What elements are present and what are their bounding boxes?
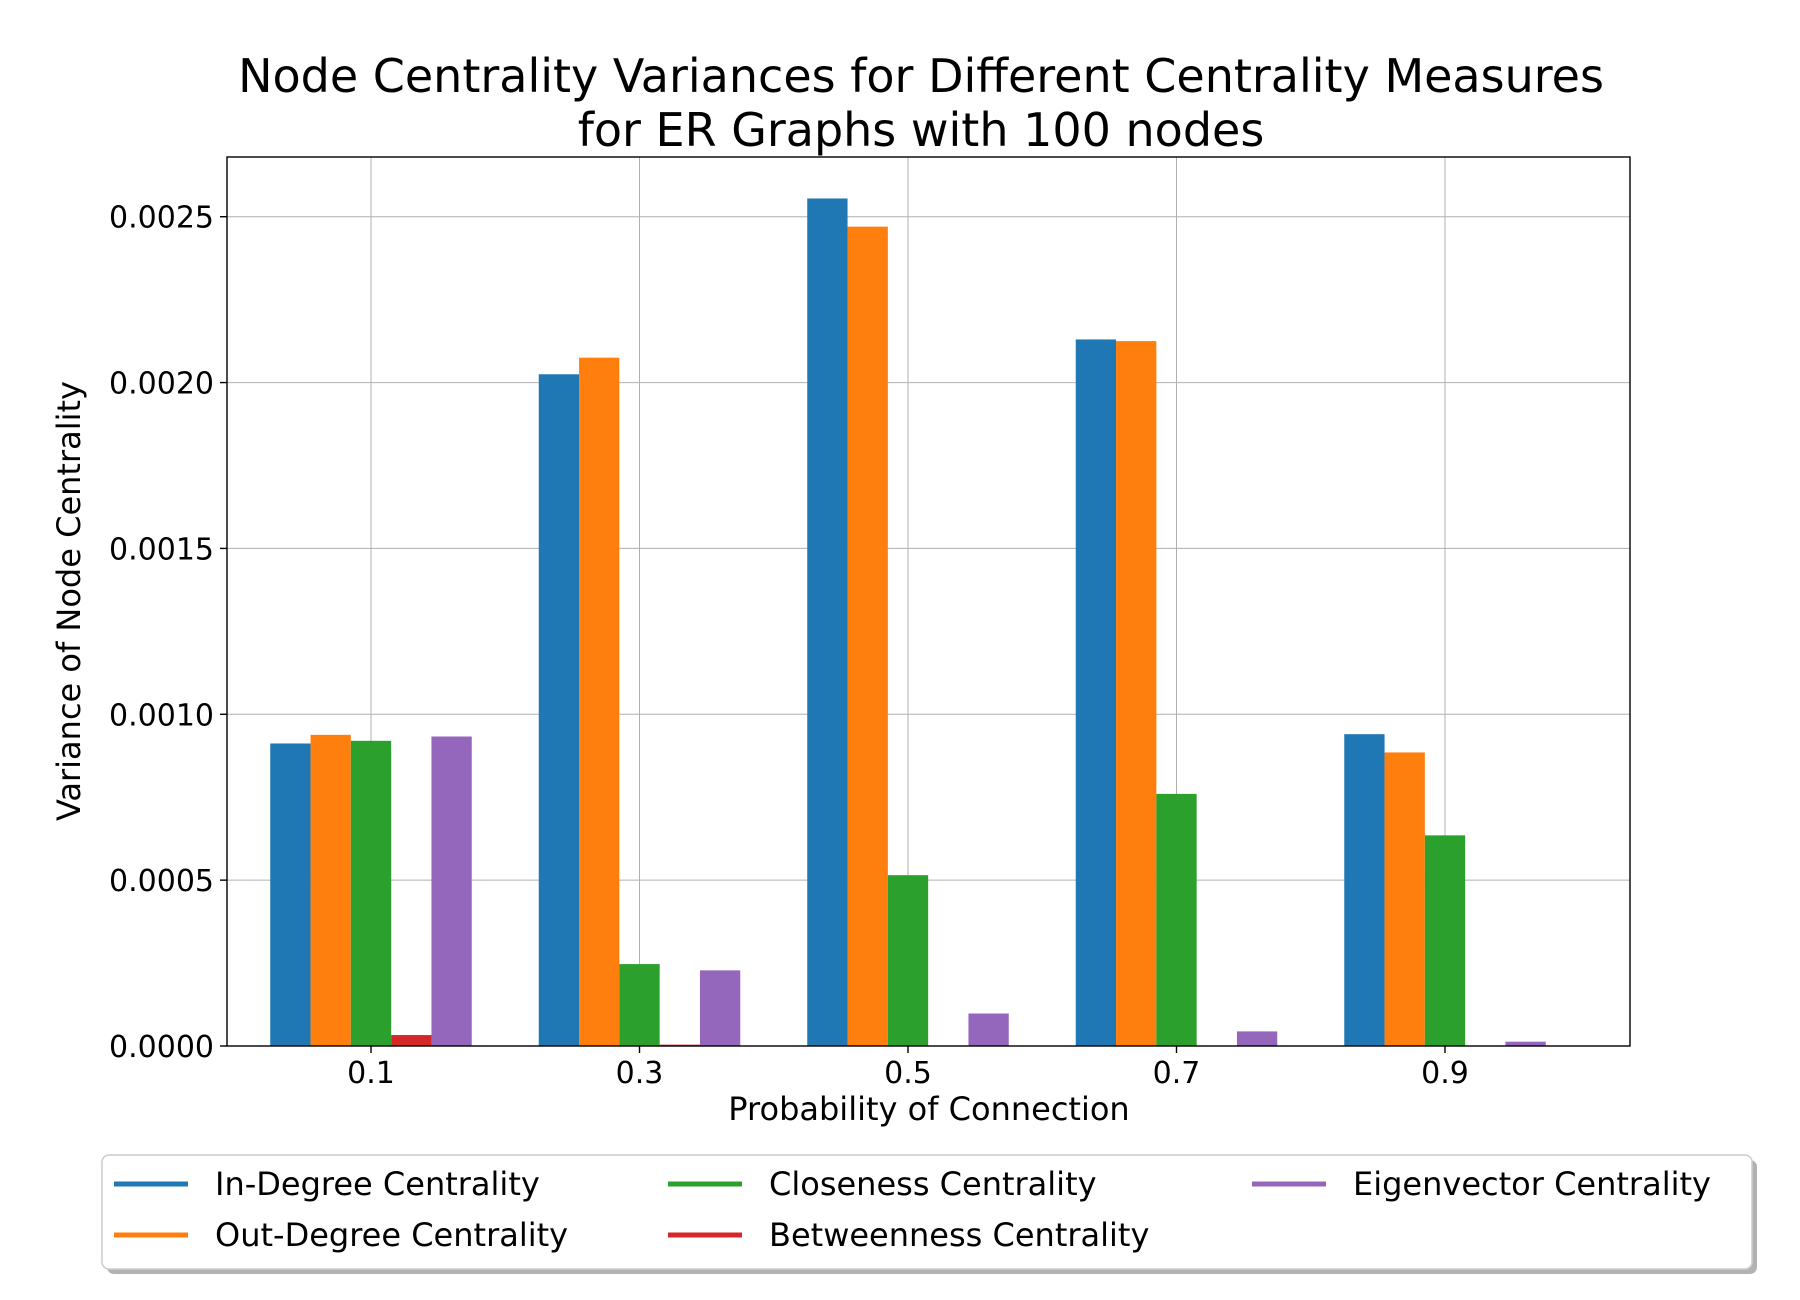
bar	[1505, 1041, 1546, 1046]
y-tick-label: 0.0010	[109, 698, 214, 733]
legend-box	[101, 1154, 1753, 1270]
bar	[1384, 752, 1425, 1046]
y-axis-ticks: 0.0000 0.0005 0.0010 0.0015 0.0020 0.0025	[109, 201, 227, 1065]
legend-label: Betweenness Centrality	[769, 1216, 1149, 1254]
bar	[619, 964, 660, 1046]
x-tick-label: 0.7	[1153, 1056, 1201, 1091]
bar	[391, 1035, 432, 1046]
bar	[847, 226, 888, 1046]
y-tick-label: 0.0005	[109, 864, 214, 899]
chart-title-line-1: Node Centrality Variances for Different …	[238, 49, 1604, 103]
bar	[1344, 734, 1385, 1046]
bar	[1424, 835, 1466, 1046]
legend-label: In-Degree Centrality	[215, 1165, 540, 1203]
x-tick-label: 0.1	[347, 1056, 395, 1091]
bar	[968, 1013, 1009, 1046]
y-axis-label: Variance of Node Centrality	[50, 381, 88, 821]
bars	[270, 198, 1546, 1047]
bar	[1116, 341, 1157, 1046]
y-tick-label: 0.0025	[109, 201, 214, 236]
bar	[1156, 793, 1197, 1046]
legend: In-Degree Centrality Out-Degree Centralit…	[101, 1154, 1757, 1274]
bar	[887, 875, 929, 1046]
x-tick-label: 0.3	[616, 1056, 664, 1091]
x-tick-label: 0.9	[1421, 1056, 1469, 1091]
bar	[310, 734, 351, 1046]
legend-label: Eigenvector Centrality	[1353, 1165, 1711, 1203]
bar	[807, 198, 848, 1047]
bar	[699, 970, 741, 1046]
bar	[270, 743, 311, 1046]
bar	[431, 736, 472, 1046]
legend-label: Out-Degree Centrality	[215, 1216, 568, 1254]
x-axis-ticks: 0.1 0.3 0.5 0.7 0.9	[347, 1046, 1469, 1091]
bar	[538, 374, 580, 1046]
legend-label: Closeness Centrality	[769, 1165, 1097, 1203]
y-tick-label: 0.0015	[109, 532, 214, 567]
bar	[350, 740, 392, 1046]
x-tick-label: 0.5	[884, 1056, 932, 1091]
bar	[1075, 339, 1117, 1046]
bar	[579, 357, 620, 1046]
chart-title-line-2: for ER Graphs with 100 nodes	[578, 103, 1265, 157]
y-tick-label: 0.0000	[109, 1030, 214, 1065]
x-axis-label: Probability of Connection	[728, 1090, 1129, 1128]
legend-items: In-Degree Centrality Out-Degree Centralit…	[114, 1165, 1711, 1254]
y-tick-label: 0.0020	[109, 367, 214, 402]
bar	[1236, 1031, 1278, 1046]
plot-frame	[226, 156, 1631, 1047]
